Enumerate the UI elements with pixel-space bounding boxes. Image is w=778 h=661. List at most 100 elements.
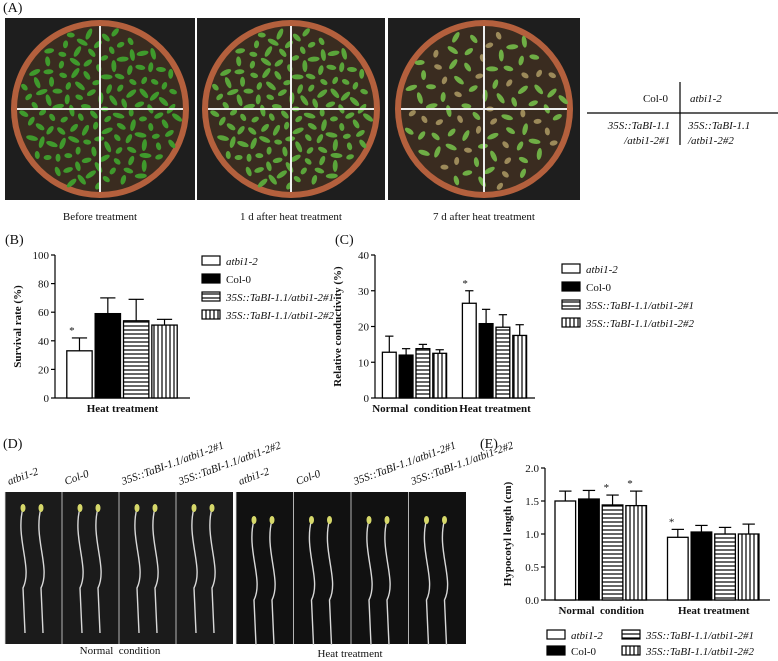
seedling: [434, 64, 442, 70]
seedling: [98, 154, 110, 162]
seedling: [421, 70, 427, 81]
bar: [94, 312, 122, 399]
seedling: [300, 95, 309, 106]
seedling: [81, 124, 90, 136]
seedling: [73, 46, 82, 57]
seedling: [274, 59, 284, 67]
seedling: [154, 112, 164, 119]
seedling: [495, 31, 502, 40]
seedling: [148, 123, 154, 131]
panel-label: (E): [480, 437, 498, 452]
seedling: [149, 91, 160, 101]
seedling: [339, 123, 345, 131]
seedling: [217, 135, 229, 141]
legend-label: Col-0: [586, 282, 612, 294]
seedling: [135, 64, 146, 70]
y-tick-label: 40: [358, 250, 370, 262]
seedling: [421, 115, 428, 124]
seedling: [511, 97, 518, 107]
seedling: [236, 56, 242, 67]
seedling: [321, 119, 327, 132]
significance: *: [462, 278, 468, 290]
seedling: [236, 94, 243, 106]
sample-label: 35S::TaBI-1.1/atbi1-2#2: [408, 439, 515, 488]
seedling: [141, 159, 147, 172]
seedling: [83, 139, 92, 145]
seedling: [240, 113, 247, 121]
seedling: [218, 116, 226, 126]
seedling: [128, 155, 135, 166]
seedling: [126, 89, 137, 98]
seedling: [254, 167, 264, 173]
seedling: [76, 38, 88, 46]
seedling: [307, 41, 316, 48]
seedling: [267, 38, 279, 46]
cotyledon: [424, 516, 429, 524]
seedling: [251, 519, 258, 646]
seedling: [45, 56, 51, 67]
seedling: [75, 81, 85, 91]
seedling: [490, 150, 498, 162]
seedling: [547, 88, 557, 98]
sample-label: atbi1-2: [237, 466, 271, 488]
seedling: [59, 72, 68, 78]
seedling: [356, 129, 365, 137]
seedling: [314, 167, 325, 174]
seedling: [210, 110, 220, 117]
seedling: [440, 164, 449, 170]
seedling: [245, 166, 252, 177]
seedling: [473, 157, 480, 168]
seedling: [506, 44, 519, 50]
y-tick-label: 20: [358, 322, 370, 334]
seedling: [457, 115, 463, 123]
seedling: [414, 60, 425, 66]
seedling: [240, 76, 246, 87]
seedling: [295, 141, 303, 153]
seedling: [161, 119, 169, 129]
y-tick-label: 80: [38, 279, 50, 291]
seedling: [116, 56, 129, 62]
seedling: [304, 158, 312, 165]
seedling: [490, 118, 498, 125]
bar: [122, 320, 150, 399]
seedling: [272, 157, 283, 163]
seedling: [326, 64, 337, 70]
seedling: [77, 507, 84, 634]
seedling: [303, 112, 316, 119]
seedling: [447, 46, 458, 55]
seedling: [305, 73, 316, 80]
seedling: [69, 104, 75, 117]
seedling: [295, 115, 303, 123]
seedling: [46, 141, 58, 148]
seedling: [155, 142, 162, 151]
seedling: [255, 153, 264, 159]
x-tick-label: Normal condition: [558, 605, 644, 617]
layout-label: atbi1-2: [690, 93, 722, 105]
bar: [151, 324, 178, 399]
seedling: [283, 80, 292, 86]
seedling: [168, 68, 174, 79]
seedling: [113, 158, 121, 165]
y-tick-label: 2.0: [525, 463, 539, 475]
seedling: [55, 153, 61, 162]
bar: [512, 334, 528, 399]
seedling: [27, 116, 35, 126]
seedling: [468, 85, 478, 92]
legend-label: 35S::TaBI-1.1/atbi1-2#2: [225, 310, 335, 322]
seedling: [31, 101, 38, 109]
bar: [714, 533, 737, 601]
y-tick-label: 1.5: [525, 496, 539, 508]
seedling: [433, 49, 439, 58]
seedling: [83, 71, 91, 80]
seedling: [257, 32, 266, 38]
seedling: [116, 122, 126, 130]
seedling: [127, 65, 133, 76]
seedling: [62, 40, 69, 49]
seedling: [155, 66, 166, 73]
seedling: [346, 154, 354, 160]
seedling: [104, 141, 112, 153]
seedling: [220, 69, 232, 76]
significance: *: [604, 482, 610, 494]
seedling: [269, 519, 276, 646]
